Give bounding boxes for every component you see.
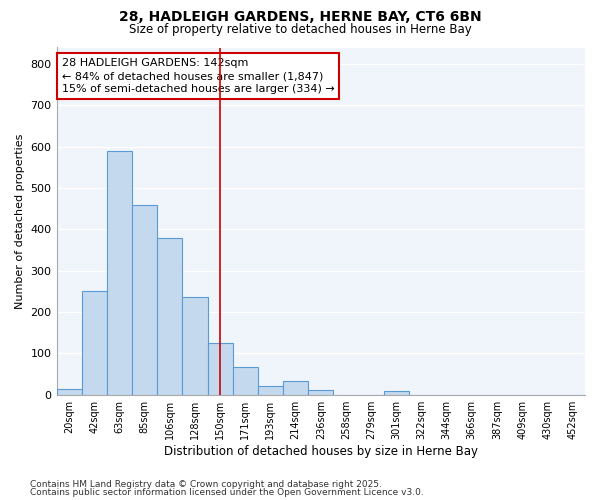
Bar	[56, 388, 82, 394]
Y-axis label: Number of detached properties: Number of detached properties	[15, 134, 25, 309]
Bar	[82, 292, 107, 395]
Bar	[258, 386, 283, 394]
Text: 28, HADLEIGH GARDENS, HERNE BAY, CT6 6BN: 28, HADLEIGH GARDENS, HERNE BAY, CT6 6BN	[119, 10, 481, 24]
Bar	[132, 206, 157, 394]
Bar	[157, 238, 182, 394]
Bar	[107, 151, 132, 394]
Text: Contains public sector information licensed under the Open Government Licence v3: Contains public sector information licen…	[30, 488, 424, 497]
Bar	[208, 343, 233, 394]
Text: Contains HM Land Registry data © Crown copyright and database right 2025.: Contains HM Land Registry data © Crown c…	[30, 480, 382, 489]
Bar	[182, 296, 208, 394]
Bar	[383, 391, 409, 394]
Bar	[308, 390, 334, 394]
X-axis label: Distribution of detached houses by size in Herne Bay: Distribution of detached houses by size …	[164, 444, 478, 458]
Bar	[233, 367, 258, 394]
Bar	[283, 381, 308, 394]
Text: 28 HADLEIGH GARDENS: 142sqm
← 84% of detached houses are smaller (1,847)
15% of : 28 HADLEIGH GARDENS: 142sqm ← 84% of det…	[62, 58, 335, 94]
Text: Size of property relative to detached houses in Herne Bay: Size of property relative to detached ho…	[128, 22, 472, 36]
